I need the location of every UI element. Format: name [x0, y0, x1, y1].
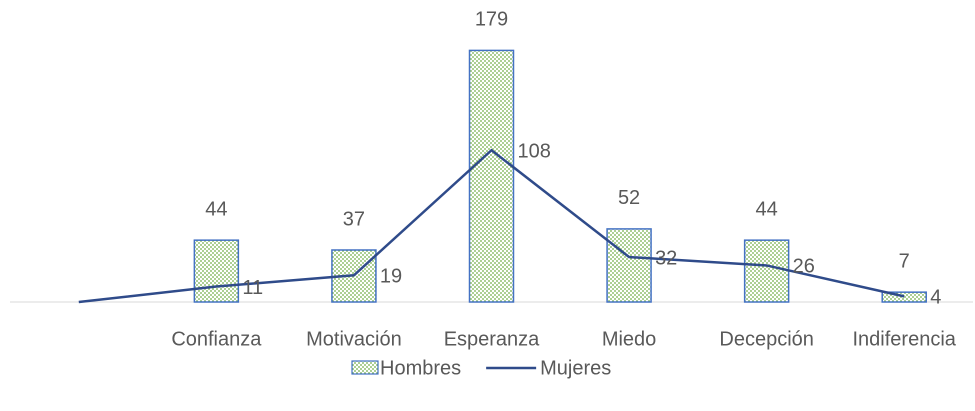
x-tick-label: Miedo: [602, 328, 656, 350]
bar: [743, 239, 790, 303]
data-label: 37: [343, 208, 365, 230]
data-label: 4: [930, 287, 941, 309]
x-tick-label: Decepción: [719, 328, 814, 350]
data-label: 52: [618, 187, 640, 209]
x-tick-label: Confianza: [171, 328, 262, 350]
data-label: 32: [655, 247, 677, 269]
bar: [193, 239, 240, 303]
data-label: 26: [793, 256, 815, 278]
data-label: 108: [518, 140, 551, 162]
legend-label: Mujeres: [540, 357, 611, 379]
bar: [606, 228, 652, 303]
x-tick-label: Motivación: [306, 328, 402, 350]
data-label: 19: [380, 266, 402, 288]
line: [78, 148, 905, 304]
bar: [468, 49, 515, 303]
data-label: 44: [756, 198, 778, 220]
x-tick-label: Esperanza: [444, 328, 540, 350]
data-label: 179: [475, 9, 508, 31]
legend-label: Hombres: [380, 357, 461, 379]
x-tick-label: Indiferencia: [853, 328, 957, 350]
data-label: 7: [899, 250, 910, 272]
data-label: 11: [242, 277, 263, 299]
bar: [881, 291, 927, 303]
legend-swatch: [351, 360, 379, 375]
data-label: 44: [205, 198, 227, 220]
